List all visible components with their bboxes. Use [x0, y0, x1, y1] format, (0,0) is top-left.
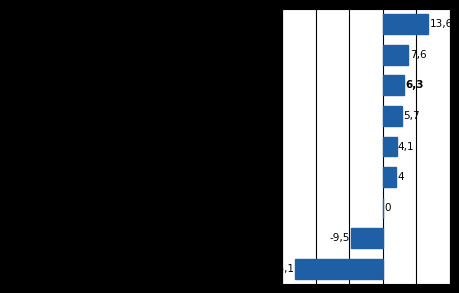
Bar: [383, 45, 408, 65]
Bar: [351, 228, 383, 248]
Text: 13,6: 13,6: [430, 19, 453, 29]
Text: 4: 4: [397, 172, 404, 182]
Text: -9,5: -9,5: [329, 233, 350, 243]
Text: 5,7: 5,7: [403, 111, 420, 121]
Bar: [383, 75, 404, 95]
Bar: [383, 14, 428, 34]
Text: 4,1: 4,1: [398, 142, 414, 151]
Bar: [383, 137, 397, 156]
Text: 6,3: 6,3: [405, 80, 424, 90]
Text: -26,1: -26,1: [267, 264, 294, 274]
Text: 7,6: 7,6: [409, 50, 426, 60]
Bar: [295, 259, 383, 279]
Bar: [383, 167, 396, 187]
Text: 0: 0: [384, 203, 391, 213]
Bar: [383, 106, 402, 126]
